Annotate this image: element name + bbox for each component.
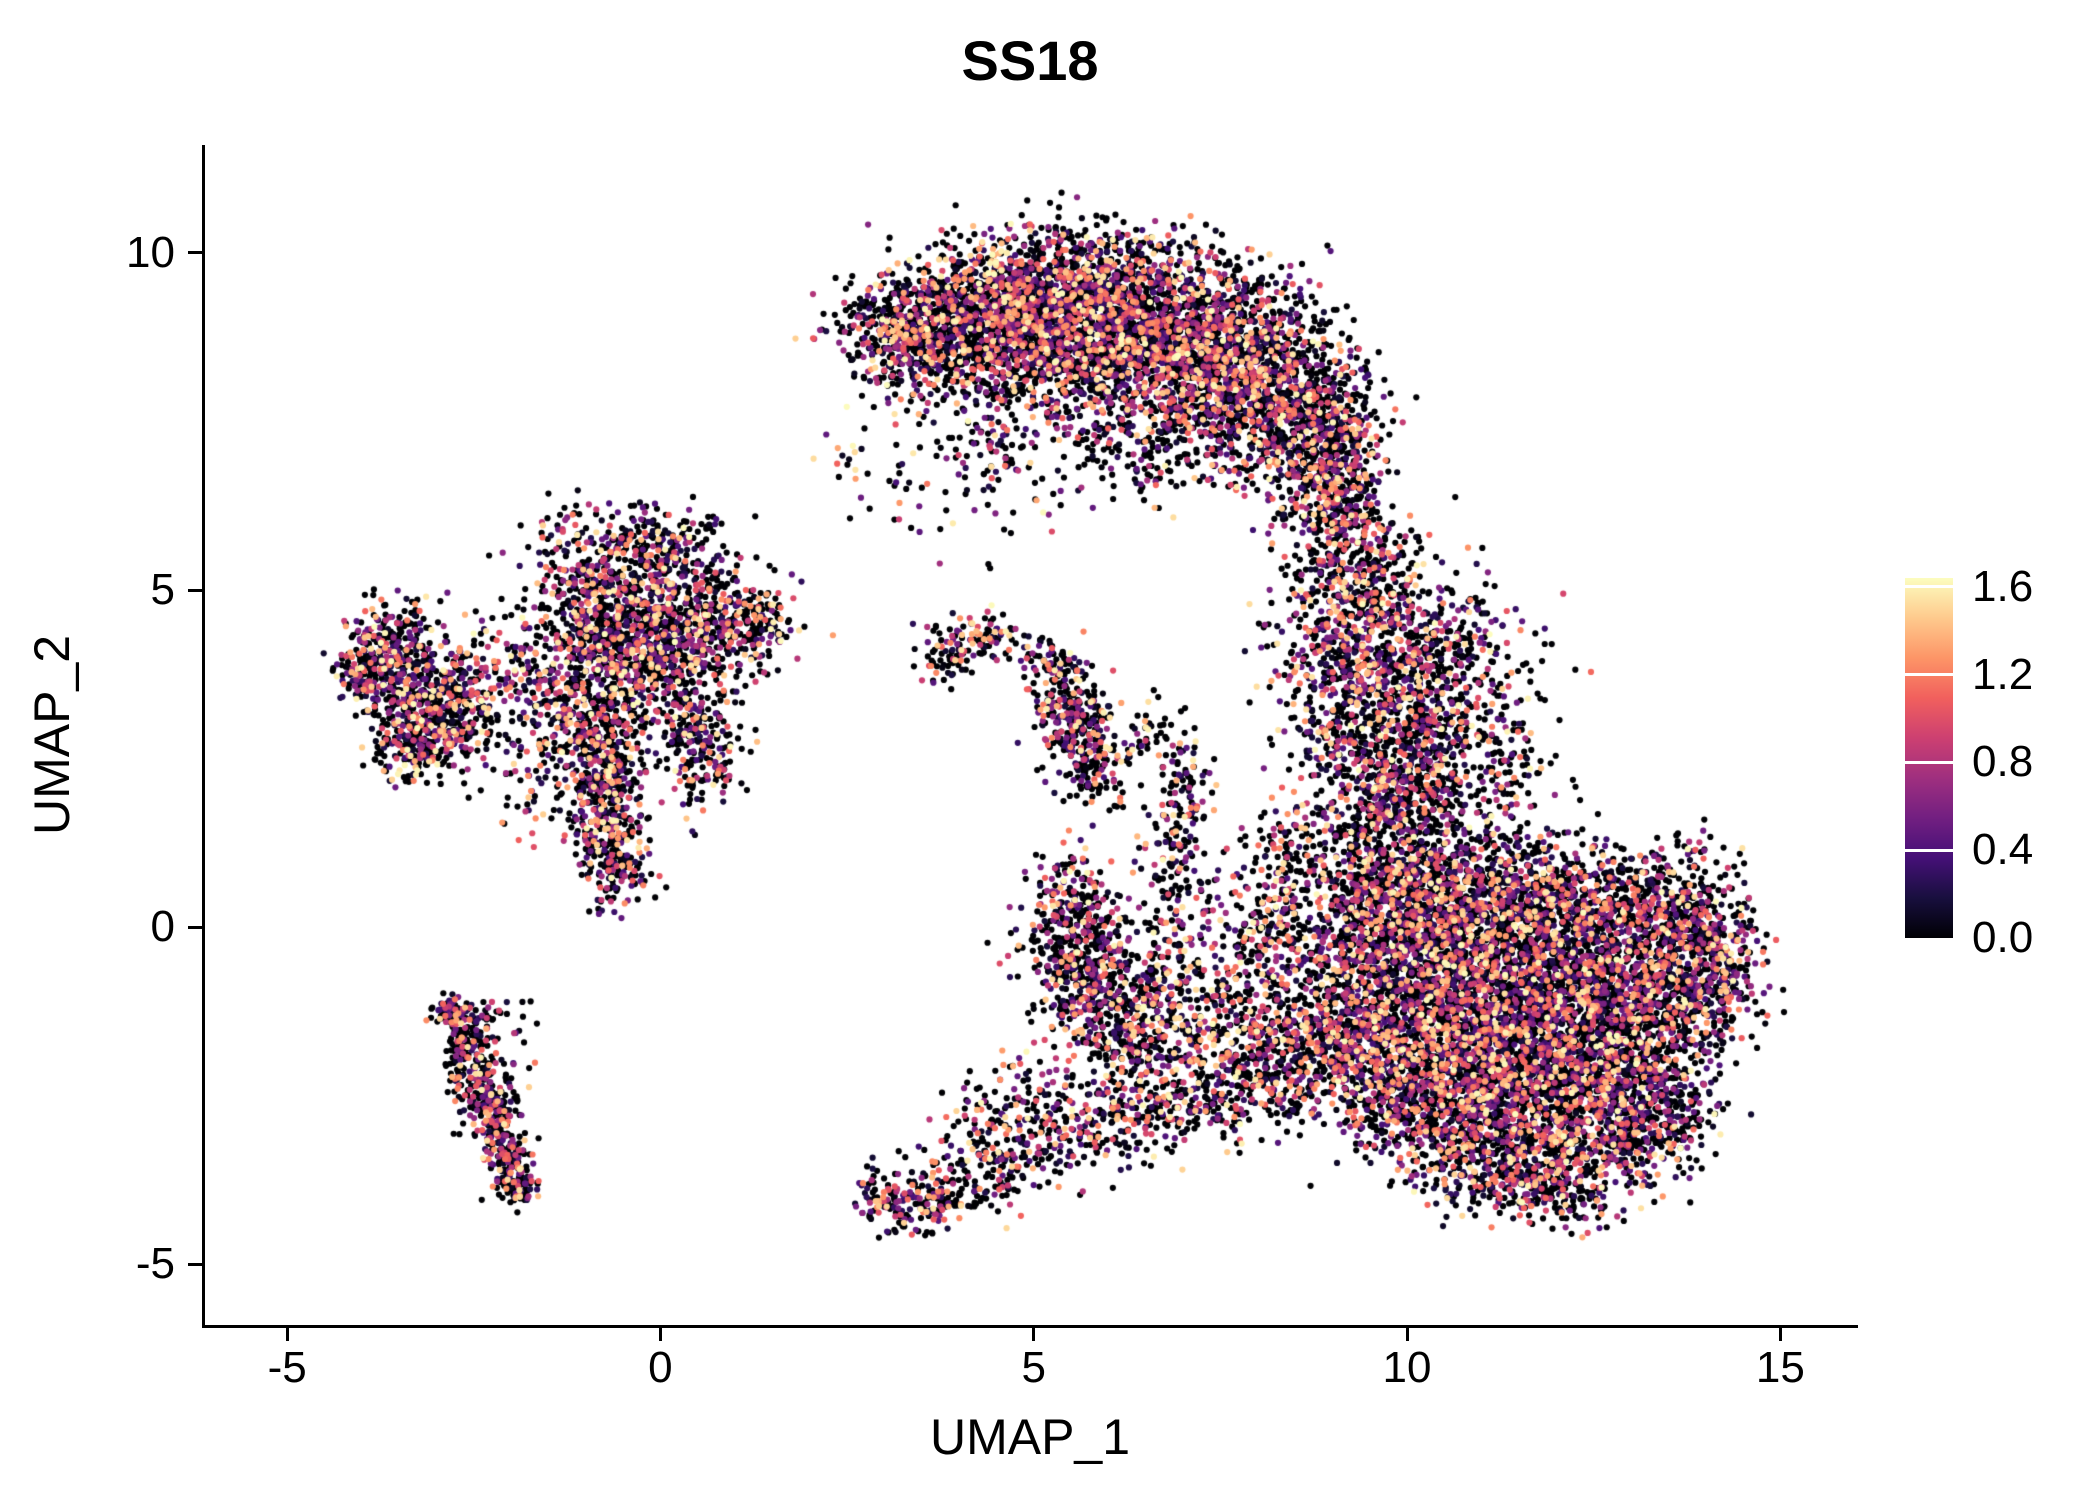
x-tick-label: 0 xyxy=(648,1343,673,1392)
x-tick-label: 15 xyxy=(1755,1343,1805,1392)
x-tick-label: -5 xyxy=(267,1343,307,1392)
y-tick-mark xyxy=(188,1262,204,1266)
colorbar-tick-label: 0.8 xyxy=(1972,737,2034,787)
scatter-canvas xyxy=(205,145,1855,1325)
y-tick-mark xyxy=(188,925,204,929)
colorbar-gradient xyxy=(1905,578,1953,938)
y-tick-mark xyxy=(188,588,204,592)
x-tick-mark xyxy=(1405,1327,1409,1341)
colorbar-break-tick xyxy=(1905,848,1953,852)
x-axis-line xyxy=(202,1325,1858,1328)
x-tick-mark xyxy=(658,1327,662,1341)
colorbar-break-tick xyxy=(1905,760,1953,764)
plot-title: SS18 xyxy=(961,29,1099,92)
x-tick-mark xyxy=(285,1327,289,1341)
x-tick-mark xyxy=(1778,1327,1782,1341)
colorbar-break-tick xyxy=(1905,673,1953,677)
y-tick-label: 10 xyxy=(126,227,175,277)
colorbar-tick-label: 0.0 xyxy=(1972,913,2034,962)
colorbar-tick-label: 1.6 xyxy=(1972,561,2034,611)
y-tick-label: 0 xyxy=(150,902,175,952)
y-tick-label: -5 xyxy=(135,1239,175,1289)
y-tick-mark xyxy=(188,251,204,255)
colorbar-tick-label: 1.2 xyxy=(1972,649,2034,699)
y-axis-line xyxy=(202,145,205,1328)
x-axis-title: UMAP_1 xyxy=(929,1409,1131,1465)
plot-panel xyxy=(205,145,1855,1325)
colorbar-break-tick xyxy=(1905,585,1953,589)
x-tick-label: 5 xyxy=(1021,1343,1046,1392)
y-axis-title: UMAP_2 xyxy=(24,634,80,836)
y-tick-label: 5 xyxy=(150,565,175,615)
x-tick-label: 10 xyxy=(1382,1343,1432,1392)
x-tick-mark xyxy=(1032,1327,1036,1341)
colorbar-tick-label: 0.4 xyxy=(1972,825,2034,875)
